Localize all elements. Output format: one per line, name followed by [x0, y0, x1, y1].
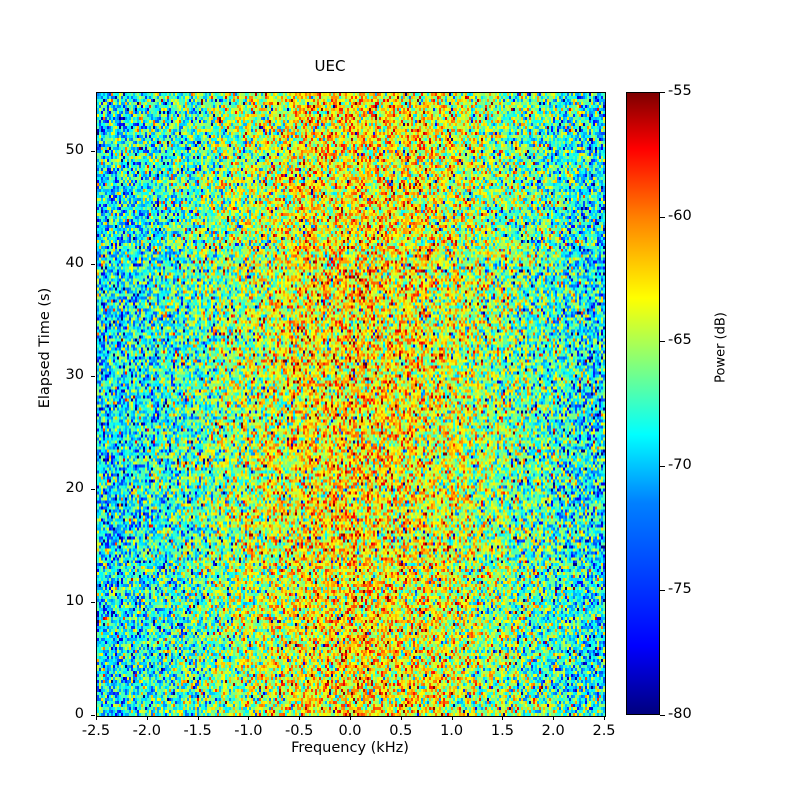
x-tick-mark [146, 716, 148, 720]
colorbar-tick-mark [660, 465, 665, 467]
x-tick-label: -2.5 [81, 723, 111, 739]
y-tick-mark [91, 602, 95, 604]
x-tick-label: -2.0 [132, 723, 161, 739]
x-tick-label: 2.0 [541, 723, 565, 739]
x-tick-label: -1.5 [183, 723, 212, 739]
colorbar-gradient [626, 92, 660, 715]
title-line-station: UEC [314, 57, 346, 75]
x-tick-label: -1.0 [234, 723, 263, 739]
x-tick-label: 2.5 [592, 723, 616, 739]
x-tick-mark [604, 716, 605, 720]
y-tick-label: 30 [65, 367, 84, 384]
y-tick-label: 20 [65, 480, 84, 497]
plot-area [96, 92, 606, 717]
y-tick-mark [91, 376, 95, 378]
y-tick-mark [91, 489, 95, 491]
x-axis-label: Frequency (kHz) [291, 740, 409, 756]
x-tick-mark [451, 716, 453, 720]
x-tick-mark [400, 716, 402, 720]
y-tick-label: 0 [74, 706, 84, 722]
x-tick-label: -0.5 [285, 723, 314, 739]
y-tick-label: 40 [65, 254, 84, 271]
x-tick-mark [502, 716, 504, 720]
colorbar [626, 92, 660, 715]
colorbar-tick-mark [660, 92, 665, 93]
y-tick-mark [91, 715, 95, 716]
x-tick-label: 0.5 [389, 723, 413, 739]
colorbar-tick-label: -60 [668, 207, 692, 224]
x-tick-mark [350, 716, 351, 720]
colorbar-tick-label: -80 [668, 706, 692, 722]
colorbar-tick-mark [660, 715, 665, 716]
colorbar-tick-mark [660, 590, 665, 592]
x-tick-mark [248, 716, 250, 720]
colorbar-tick-label: -70 [668, 456, 692, 473]
spectrogram-image [97, 93, 605, 716]
x-tick-mark [553, 716, 555, 720]
colorbar-tick-mark [660, 341, 665, 343]
colorbar-label: Power (dB) [713, 312, 729, 383]
y-tick-mark [91, 150, 95, 152]
x-tick-label: 0.0 [338, 723, 362, 739]
y-tick-mark [91, 263, 95, 265]
y-tick-label: 50 [65, 141, 84, 158]
x-tick-label: 1.0 [440, 723, 464, 739]
colorbar-tick-label: -55 [668, 83, 692, 99]
x-tick-label: 1.5 [490, 723, 514, 739]
x-tick-mark [299, 716, 301, 720]
y-tick-label: 10 [65, 593, 84, 610]
colorbar-tick-label: -65 [668, 332, 692, 349]
colorbar-tick-mark [660, 216, 665, 218]
colorbar-tick-label: -75 [668, 581, 692, 598]
y-axis-label: Elapsed Time (s) [37, 287, 53, 409]
x-tick-mark [197, 716, 199, 720]
x-tick-mark [96, 716, 97, 720]
